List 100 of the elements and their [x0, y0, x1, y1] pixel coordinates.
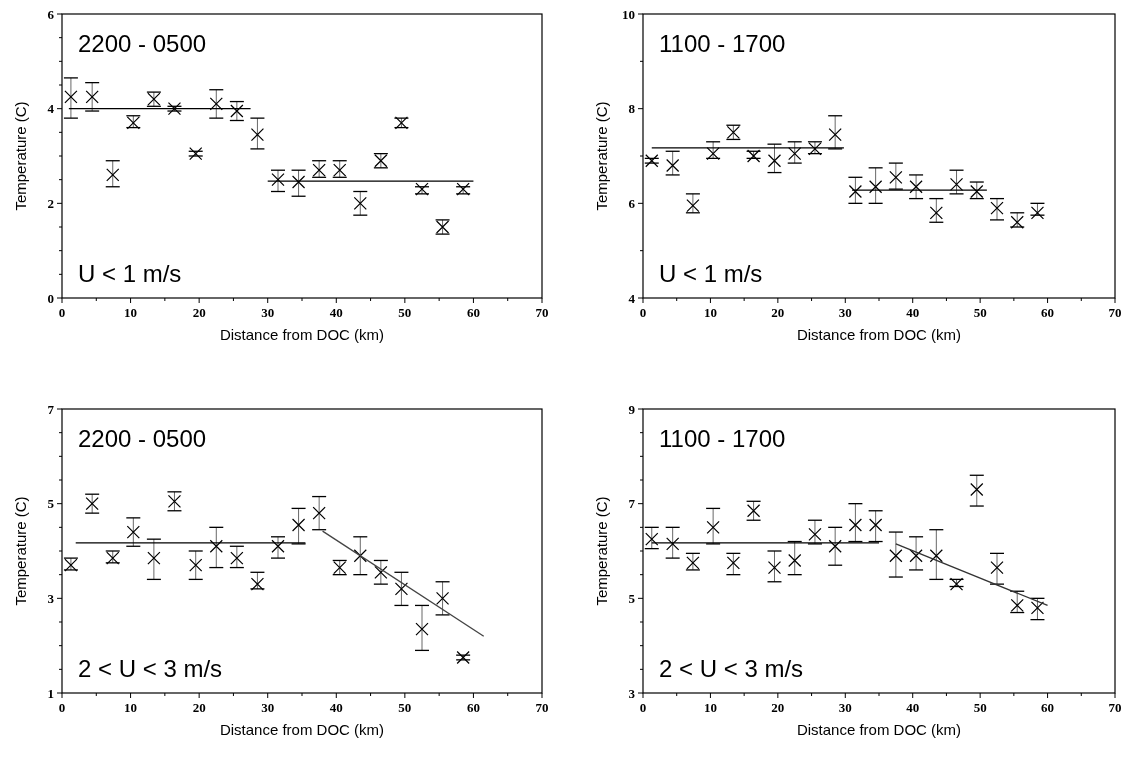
annotation: 2200 - 0500: [78, 30, 207, 57]
y-tick-label: 5: [47, 496, 55, 512]
x-tick-label: 20: [771, 305, 785, 320]
x-tick-label: 60: [466, 700, 480, 715]
x-tick-label: 20: [771, 700, 785, 715]
point: [415, 182, 429, 196]
point: [990, 201, 1004, 215]
point: [394, 582, 409, 596]
point: [889, 549, 903, 563]
x-tick-label: 70: [535, 700, 549, 715]
point: [828, 128, 842, 142]
x-tick-label: 0: [639, 700, 647, 715]
point: [909, 549, 923, 563]
y-axis-title: Temperature (C): [593, 101, 610, 211]
y-axis-title: Temperature (C): [593, 496, 610, 606]
x-tick-label: 30: [261, 305, 275, 320]
point: [848, 184, 862, 199]
point: [250, 577, 265, 591]
point: [788, 553, 802, 568]
y-tick-label: 5: [628, 590, 636, 606]
point: [167, 494, 182, 508]
annotation: U < 1 m/s: [659, 260, 763, 287]
point: [808, 527, 822, 542]
x-tick-label: 50: [973, 700, 987, 715]
point: [767, 560, 782, 575]
point: [456, 182, 470, 196]
y-tick-label: 7: [628, 496, 636, 512]
point: [909, 180, 923, 194]
y-tick-label: 1: [47, 685, 54, 701]
point: [435, 591, 450, 605]
annotation: 1100 - 1700: [659, 30, 786, 57]
annotation: 2 < U < 3 m/s: [659, 655, 804, 682]
point: [726, 556, 740, 570]
point: [666, 158, 680, 173]
x-tick-label: 30: [838, 305, 852, 320]
y-tick-label: 8: [628, 101, 636, 117]
x-tick-label: 10: [703, 305, 717, 320]
y-axis-title: Temperature (C): [12, 496, 29, 606]
point: [869, 180, 883, 194]
x-tick-label: 50: [973, 305, 987, 320]
point: [828, 539, 842, 553]
point: [353, 196, 367, 210]
point: [645, 532, 659, 546]
x-tick-label: 20: [192, 305, 206, 320]
x-tick-label: 10: [124, 700, 138, 715]
y-tick-label: 9: [628, 401, 636, 417]
point: [209, 97, 223, 111]
annotation: 2200 - 0500: [78, 425, 207, 452]
x-tick-label: 0: [58, 700, 66, 715]
point: [126, 525, 140, 539]
x-tick-label: 10: [124, 305, 138, 320]
point: [706, 147, 720, 161]
point: [949, 177, 964, 191]
point: [106, 168, 120, 182]
point: [353, 549, 367, 563]
point: [147, 551, 161, 565]
point: [929, 206, 943, 220]
point: [291, 175, 306, 189]
x-tick-label: 40: [906, 700, 920, 715]
point: [706, 520, 720, 534]
point: [64, 90, 78, 104]
point: [230, 104, 244, 118]
y-tick-label: 10: [622, 6, 635, 22]
x-axis-title: Distance from DOC (km): [796, 326, 962, 343]
point: [889, 170, 903, 184]
y-axis-title: Temperature (C): [12, 101, 29, 211]
point: [1010, 598, 1024, 613]
point: [189, 147, 203, 161]
point: [167, 102, 182, 116]
point: [929, 549, 943, 563]
point: [1030, 206, 1045, 220]
y-tick-label: 6: [47, 6, 55, 22]
point: [848, 518, 862, 532]
y-tick-label: 3: [628, 685, 636, 701]
x-tick-label: 40: [329, 700, 343, 715]
y-tick-label: 4: [47, 101, 55, 117]
point: [85, 497, 99, 511]
x-tick-label: 20: [192, 700, 206, 715]
x-tick-label: 60: [1041, 700, 1055, 715]
x-tick-label: 30: [261, 700, 275, 715]
y-tick-label: 2: [47, 195, 54, 211]
point: [85, 90, 99, 104]
x-tick-label: 50: [398, 700, 412, 715]
x-axis-title: Distance from DOC (km): [219, 721, 385, 738]
point: [456, 650, 470, 665]
x-tick-label: 40: [329, 305, 343, 320]
point: [746, 504, 761, 518]
point: [291, 518, 306, 532]
annotation: 2 < U < 3 m/s: [78, 655, 223, 682]
point: [1030, 601, 1045, 615]
point: [312, 506, 326, 520]
y-tick-label: 4: [628, 290, 636, 306]
point: [686, 199, 700, 213]
point: [666, 537, 680, 551]
point: [970, 482, 984, 497]
point: [686, 556, 700, 570]
point: [788, 147, 802, 161]
point: [271, 173, 285, 187]
y-tick-label: 6: [628, 195, 636, 211]
point: [415, 622, 429, 636]
